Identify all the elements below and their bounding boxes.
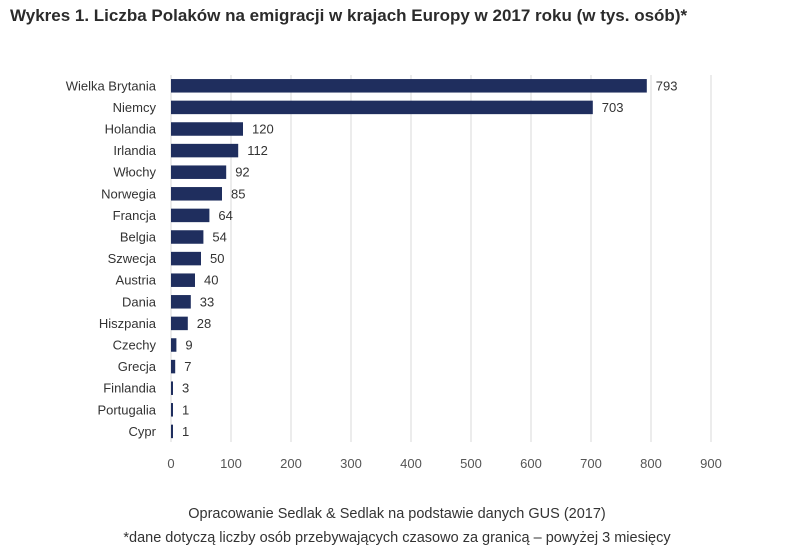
footnote: *dane dotyczą liczby osób przebywających…: [123, 530, 671, 546]
category-label: Włochy: [113, 165, 156, 180]
category-label: Cypr: [129, 424, 157, 439]
bar: [171, 295, 191, 309]
source-note: Opracowanie Sedlak & Sedlak na podstawie…: [188, 506, 606, 522]
data-label: 9: [185, 338, 192, 353]
bar: [171, 359, 176, 374]
bar: [171, 143, 239, 158]
bar: [171, 316, 188, 331]
category-label: Wielka Brytania: [66, 78, 157, 93]
category-label: Austria: [116, 273, 157, 288]
bar: [171, 424, 173, 439]
category-label: Belgia: [120, 230, 157, 245]
category-label: Finlandia: [103, 381, 157, 396]
bars: [171, 79, 647, 439]
value-labels: 793 703 120 112 92 85 64 54 50 40 33 28 9 7 3 1 1: [182, 78, 678, 439]
data-label: 1: [182, 402, 189, 417]
bar: [171, 403, 173, 417]
bar: [171, 338, 177, 352]
x-tick-label: 700: [580, 456, 602, 471]
category-label: Czechy: [113, 338, 157, 353]
x-tick-label: 100: [220, 456, 242, 471]
data-label: 50: [210, 251, 224, 266]
category-label: Francja: [113, 208, 157, 223]
x-tick-label: 800: [640, 456, 662, 471]
category-label: Dania: [122, 294, 157, 309]
category-label: Irlandia: [113, 143, 156, 158]
data-label: 33: [200, 294, 214, 309]
x-tick-label: 400: [400, 456, 422, 471]
data-label: 3: [182, 381, 189, 396]
category-label: Norwegia: [101, 186, 157, 201]
data-label: 92: [235, 165, 249, 180]
data-label: 112: [247, 143, 268, 158]
bar: [171, 122, 243, 136]
bar: [171, 230, 204, 244]
x-axis-ticks: 0 100 200 300 400 500 600 700 800 900: [167, 456, 721, 471]
bar: [171, 79, 647, 93]
bar: [171, 381, 173, 395]
category-label: Hiszpania: [99, 316, 157, 331]
data-label: 54: [212, 230, 226, 245]
category-label: Grecja: [118, 359, 157, 374]
category-labels: Wielka Brytania Niemcy Holandia Irlandia Wło…: [66, 78, 157, 439]
data-label: 7: [184, 359, 191, 374]
bar: [171, 208, 210, 223]
data-label: 28: [197, 316, 211, 331]
data-label: 793: [656, 78, 678, 93]
category-label: Portugalia: [97, 402, 156, 417]
data-label: 120: [252, 122, 274, 137]
data-label: 40: [204, 273, 218, 288]
x-tick-label: 200: [280, 456, 302, 471]
data-label: 1: [182, 424, 189, 439]
bar: [171, 100, 593, 115]
x-tick-label: 900: [700, 456, 722, 471]
category-label: Szwecja: [108, 251, 157, 266]
category-label: Holandia: [105, 122, 157, 137]
data-label: 85: [231, 186, 245, 201]
x-tick-label: 300: [340, 456, 362, 471]
category-label: Niemcy: [113, 100, 157, 115]
x-tick-label: 0: [167, 456, 174, 471]
bar-chart: Wielka Brytania Niemcy Holandia Irlandia Wło…: [66, 75, 722, 471]
x-tick-label: 600: [520, 456, 542, 471]
x-tick-label: 500: [460, 456, 482, 471]
bar: [171, 165, 227, 179]
bar: [171, 187, 222, 201]
bar: [171, 273, 195, 287]
chart-title: Wykres 1. Liczba Polaków na emigracji w …: [10, 6, 688, 25]
data-label: 703: [602, 100, 624, 115]
bar: [171, 251, 201, 266]
data-label: 64: [218, 208, 232, 223]
